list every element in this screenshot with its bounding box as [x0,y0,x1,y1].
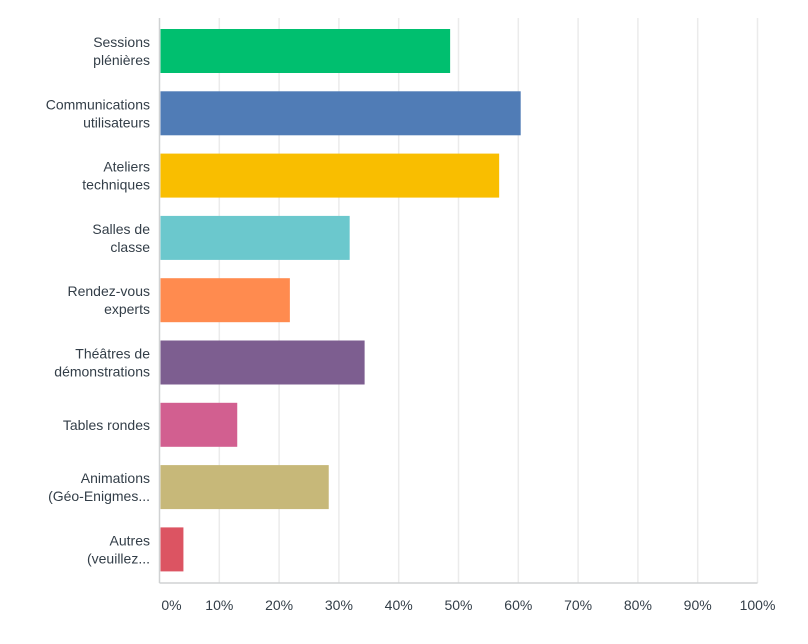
category-label: Tables rondes [63,417,150,433]
category-label: Rendez-vous [68,283,151,299]
bar [160,29,451,73]
x-tick-label: 50% [444,597,472,613]
category-label: plénières [93,52,150,68]
category-label: Théâtres de [75,346,150,362]
category-label: (Géo-Enigmes... [48,488,150,504]
category-label: techniques [82,177,150,193]
category-label: Communications [46,96,150,112]
category-label: experts [104,301,150,317]
bar [160,527,184,572]
bar [160,278,290,323]
category-label: utilisateurs [83,114,150,130]
category-label: classe [110,239,150,255]
category-label: Sessions [93,34,150,50]
bar [160,402,238,447]
bar [160,465,329,510]
category-label: Salles de [92,221,150,237]
x-tick-label: 60% [504,597,532,613]
x-tick-label: 0% [161,597,181,613]
x-tick-label: 20% [265,597,293,613]
bar [160,340,365,385]
x-tick-label: 70% [564,597,592,613]
bar [160,91,521,136]
x-tick-label: 40% [385,597,413,613]
bar [160,215,350,260]
category-label: (veuillez... [87,550,150,566]
x-tick-label: 90% [684,597,712,613]
category-label: démonstrations [54,364,150,380]
x-tick-label: 100% [740,597,776,613]
x-tick-label: 10% [205,597,233,613]
bar [160,153,500,198]
category-label: Animations [81,470,150,486]
category-label: Autres [110,532,150,548]
x-tick-label: 30% [325,597,353,613]
x-tick-label: 80% [624,597,652,613]
category-label: Ateliers [103,159,150,175]
